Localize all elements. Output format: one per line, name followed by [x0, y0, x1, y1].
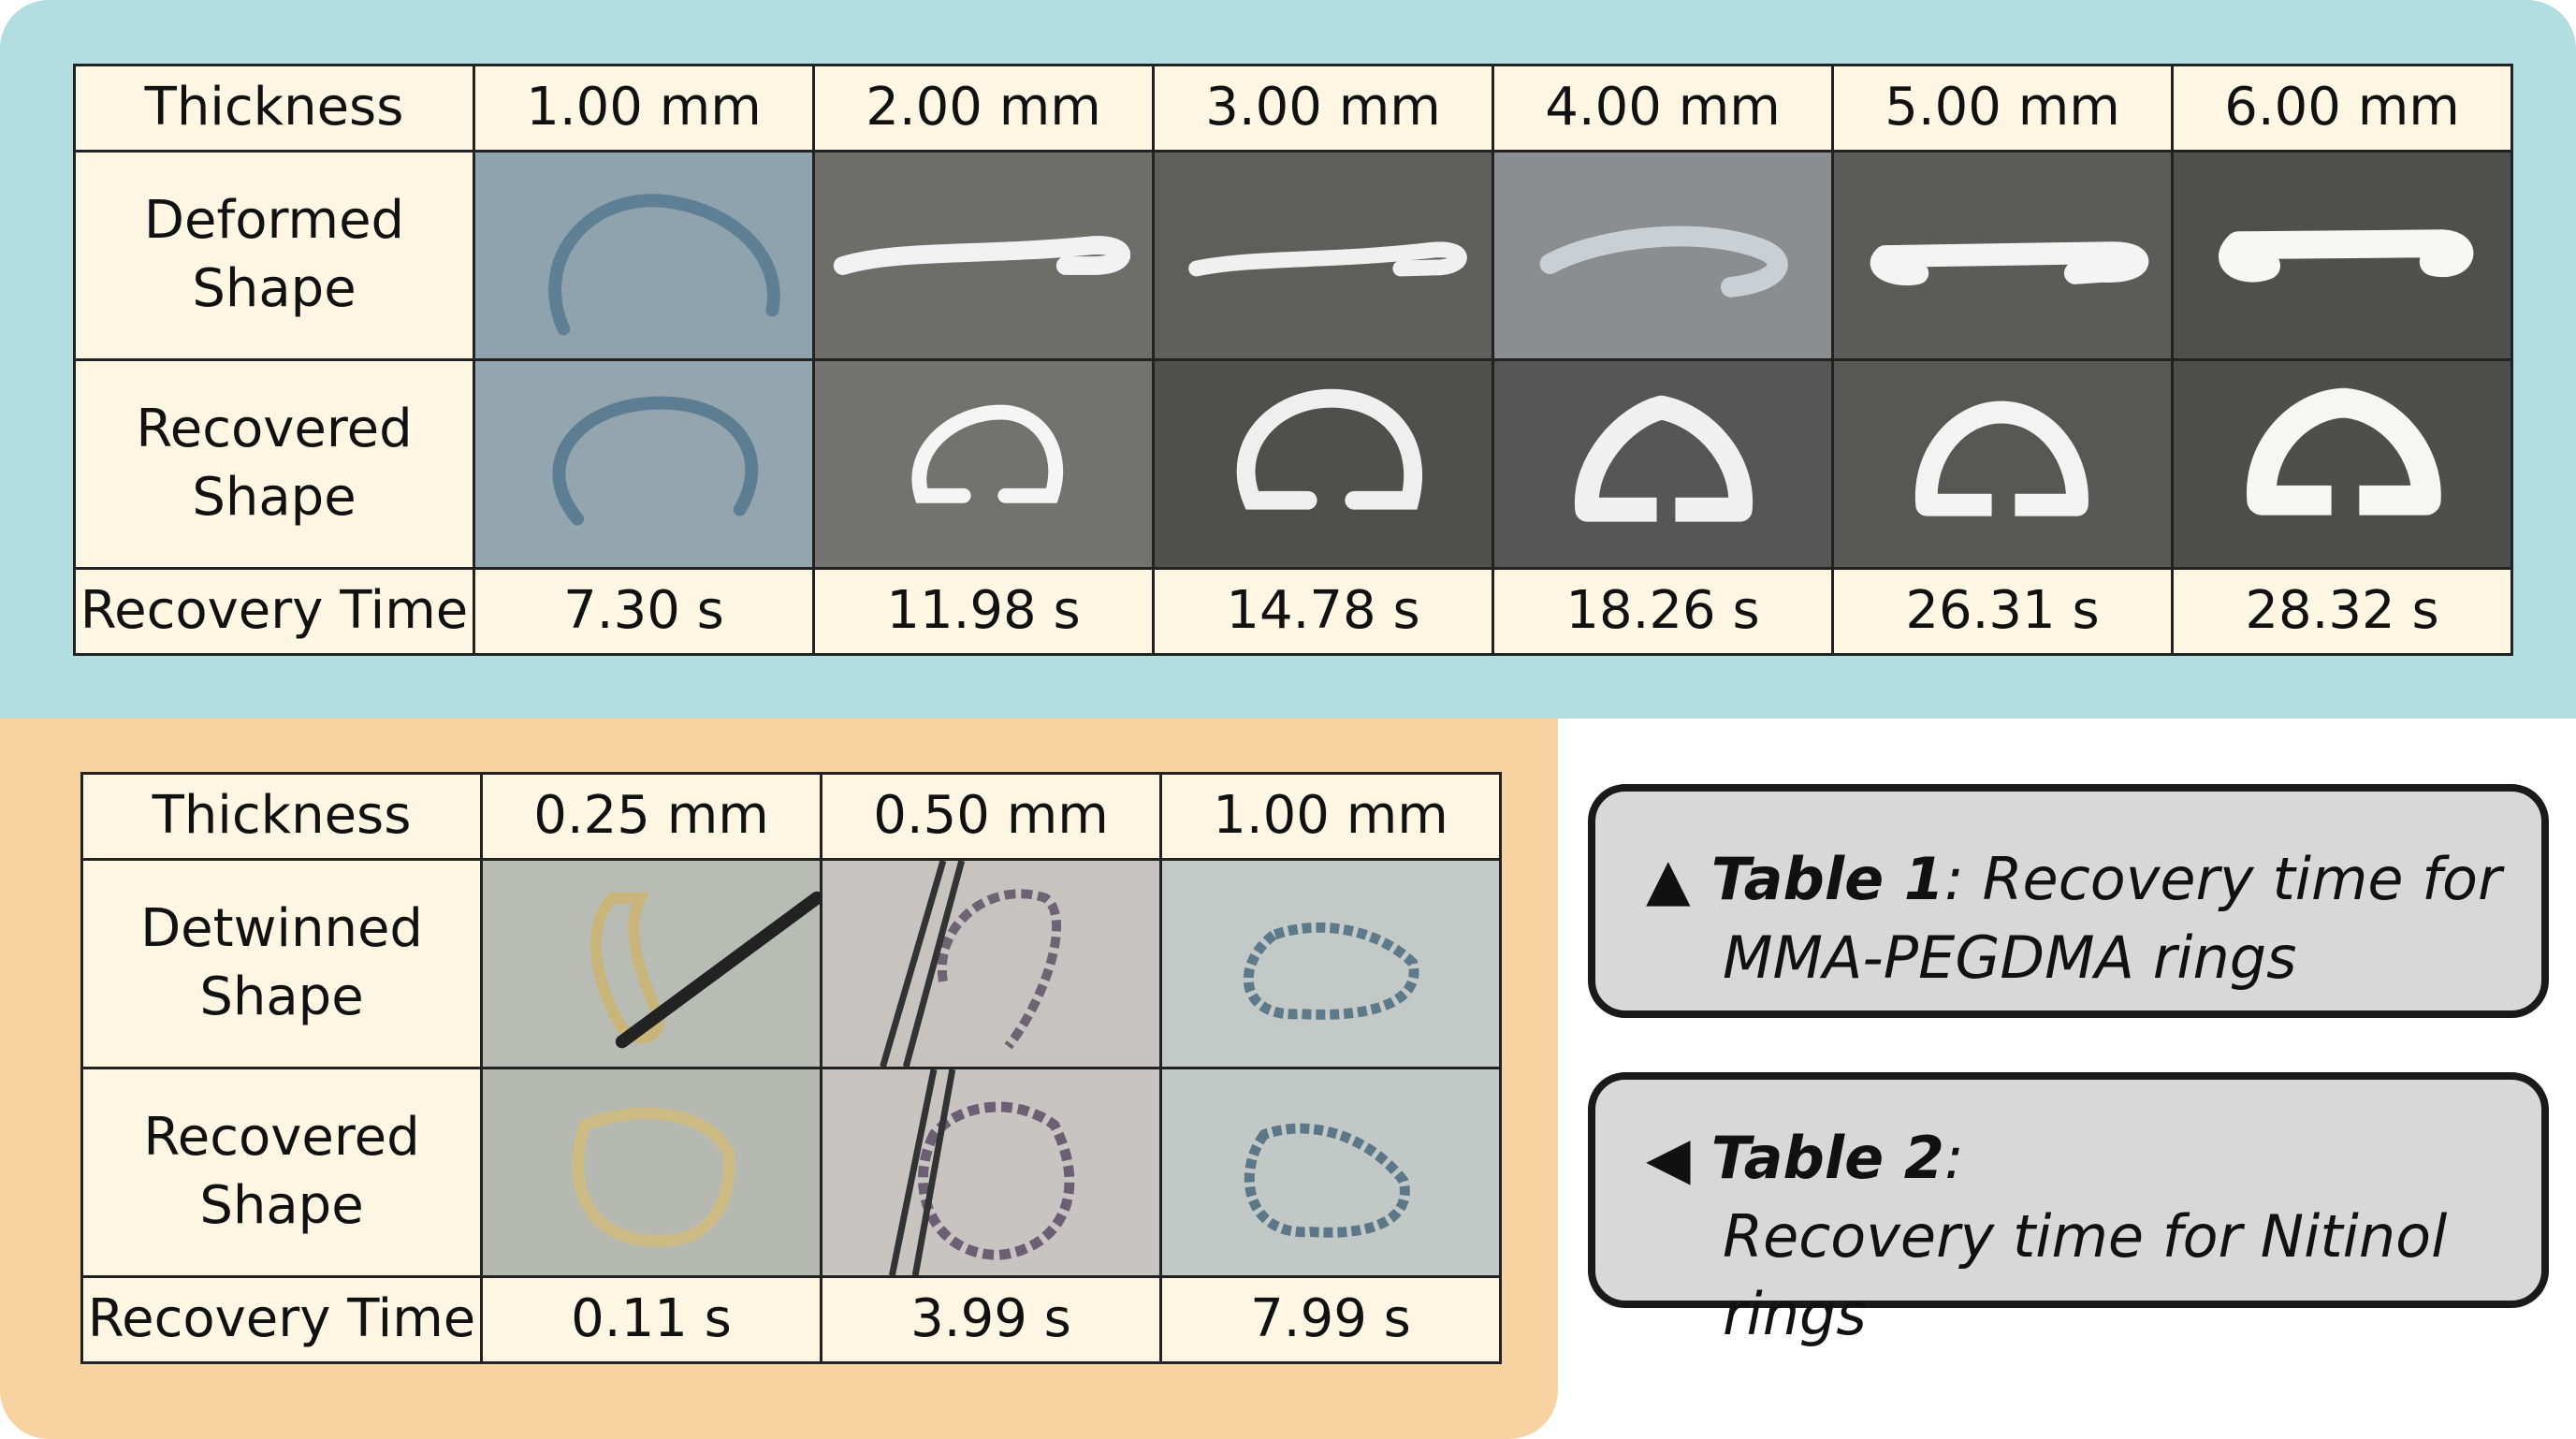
caption-text: Recovery time for Nitinol rings: [1723, 1201, 2448, 1349]
table-row-recovered: Recovered Shape: [80, 1067, 1502, 1279]
row-label-line: Shape: [199, 1175, 364, 1237]
header-cell-thickness: Thickness: [80, 772, 483, 861]
deformed-ring-photo: [1152, 149, 1494, 362]
caption-title: Table 2: [1710, 1124, 1944, 1192]
recovery-time-cell: 3.99 s: [820, 1275, 1162, 1365]
recovery-time-cell: 7.30 s: [473, 567, 815, 657]
recovery-time-cell: 28.32 s: [2171, 567, 2513, 657]
row-label-detwinned: Detwinned Shape: [80, 857, 483, 1070]
row-label-recovery-time: Recovery Time: [73, 567, 475, 657]
recovered-ring-photo: [2171, 358, 2513, 571]
row-label-line: Shape: [192, 258, 357, 320]
header-cell-thickness: Thickness: [73, 64, 475, 153]
caption-text: :: [1943, 1124, 1964, 1192]
caption-title: Table 1: [1710, 845, 1944, 913]
row-label-line: Deformed: [143, 190, 405, 252]
caption-table-2: ◀ Table 2: Recovery time for Nitinol ring…: [1588, 1072, 2549, 1348]
deformed-ring-photo: [1492, 149, 1834, 362]
thickness-cell: 1.00 mm: [473, 64, 815, 153]
detwinned-ring-photo: [1159, 857, 1502, 1070]
detwinned-ring-photo: [480, 857, 822, 1070]
recovery-time-cell: 18.26 s: [1492, 567, 1834, 657]
recovered-ring-photo: [1159, 1067, 1502, 1279]
deformed-ring-photo: [1831, 149, 2174, 362]
recovered-ring-photo: [1152, 358, 1494, 571]
thickness-cell: 5.00 mm: [1831, 64, 2174, 153]
table-row-deformed: Deformed Shape: [73, 149, 2513, 362]
thickness-cell: 0.50 mm: [820, 772, 1162, 861]
thickness-cell: 0.25 mm: [480, 772, 822, 861]
thickness-cell: 1.00 mm: [1159, 772, 1502, 861]
row-label-recovered: Recovered Shape: [73, 358, 475, 571]
recovery-time-cell: 7.99 s: [1159, 1275, 1502, 1365]
caption-text: : Recovery time for: [1943, 845, 2502, 913]
table-mma-pegdma: Thickness 1.00 mm 2.00 mm 3.00 mm 4.00 m…: [73, 64, 2513, 657]
row-label-recovered: Recovered Shape: [80, 1067, 483, 1279]
row-label-line: Recovered: [136, 399, 413, 460]
table-row-header: Thickness 1.00 mm 2.00 mm 3.00 mm 4.00 m…: [73, 64, 2513, 153]
triangle-left-icon: ◀: [1646, 1124, 1691, 1192]
table-nitinol: Thickness 0.25 mm 0.50 mm 1.00 mm Detwin…: [80, 772, 1502, 1365]
thickness-cell: 3.00 mm: [1152, 64, 1494, 153]
table-row-recovery-time: Recovery Time 0.11 s 3.99 s 7.99 s: [80, 1275, 1502, 1365]
recovery-time-cell: 14.78 s: [1152, 567, 1494, 657]
recovered-ring-photo: [473, 358, 815, 571]
caption-text: MMA-PEGDMA rings: [1723, 923, 2297, 992]
detwinned-ring-photo: [820, 857, 1162, 1070]
recovered-ring-photo: [820, 1067, 1162, 1279]
row-label-line: Shape: [192, 467, 357, 529]
table-row-detwinned: Detwinned Shape: [80, 857, 1502, 1070]
deformed-ring-photo: [473, 149, 815, 362]
row-label-line: Shape: [199, 967, 364, 1028]
recovered-ring-photo: [1831, 358, 2174, 571]
table-row-recovered: Recovered Shape: [73, 358, 2513, 571]
deformed-ring-photo: [2171, 149, 2513, 362]
deformed-ring-photo: [812, 149, 1155, 362]
recovery-time-cell: 0.11 s: [480, 1275, 822, 1365]
thickness-cell: 4.00 mm: [1492, 64, 1834, 153]
row-label-recovery-time: Recovery Time: [80, 1275, 483, 1365]
thickness-cell: 6.00 mm: [2171, 64, 2513, 153]
recovery-time-cell: 26.31 s: [1831, 567, 2174, 657]
table-row-header: Thickness 0.25 mm 0.50 mm 1.00 mm: [80, 772, 1502, 861]
triangle-up-icon: ▲: [1646, 845, 1691, 913]
caption-table-1: ▲ Table 1: Recovery time for MMA-PEGDMA r…: [1588, 784, 2549, 1018]
table-row-recovery-time: Recovery Time 7.30 s 11.98 s 14.78 s 18.…: [73, 567, 2513, 657]
recovery-time-cell: 11.98 s: [812, 567, 1155, 657]
row-label-deformed: Deformed Shape: [73, 149, 475, 362]
recovered-ring-photo: [1492, 358, 1834, 571]
row-label-line: Detwinned: [140, 898, 423, 960]
thickness-cell: 2.00 mm: [812, 64, 1155, 153]
recovered-ring-photo: [812, 358, 1155, 571]
row-label-line: Recovered: [143, 1107, 420, 1169]
recovered-ring-photo: [480, 1067, 822, 1279]
